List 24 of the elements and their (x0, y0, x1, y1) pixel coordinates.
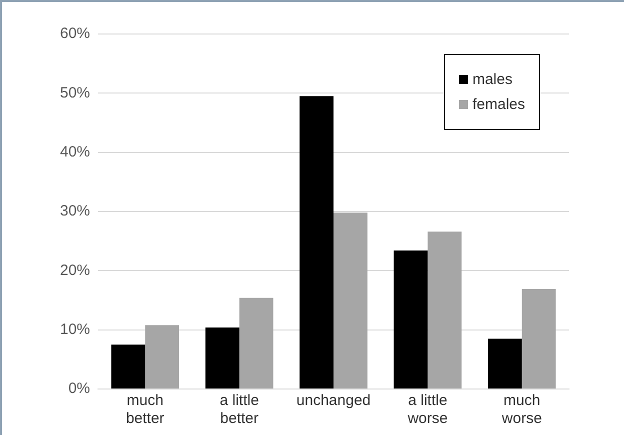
x-tick-label: much better (126, 392, 164, 428)
bar (300, 96, 334, 388)
y-tick-label: 50% (60, 84, 90, 102)
y-tick-label: 20% (60, 262, 90, 279)
y-tick-label: 40% (60, 143, 90, 160)
bar (428, 232, 462, 388)
bar (239, 298, 274, 388)
y-tick-label: 10% (60, 320, 90, 338)
legend-label: females (472, 96, 525, 113)
y-tick-label: 30% (60, 202, 90, 220)
bar (522, 289, 556, 388)
x-tick-label: much worse (500, 392, 542, 428)
x-tick-label: a little better (220, 392, 259, 428)
bar (205, 327, 240, 388)
bar (145, 325, 180, 388)
bar (488, 338, 522, 388)
y-tick-label: 60% (60, 25, 90, 42)
bar (394, 250, 428, 388)
x-tick-label: a little worse (406, 392, 448, 428)
bar (334, 212, 368, 388)
x-tick-label: unchanged (296, 392, 371, 410)
legend-label: males (472, 71, 512, 88)
bar (111, 344, 146, 388)
y-tick-label: 0% (68, 380, 90, 398)
